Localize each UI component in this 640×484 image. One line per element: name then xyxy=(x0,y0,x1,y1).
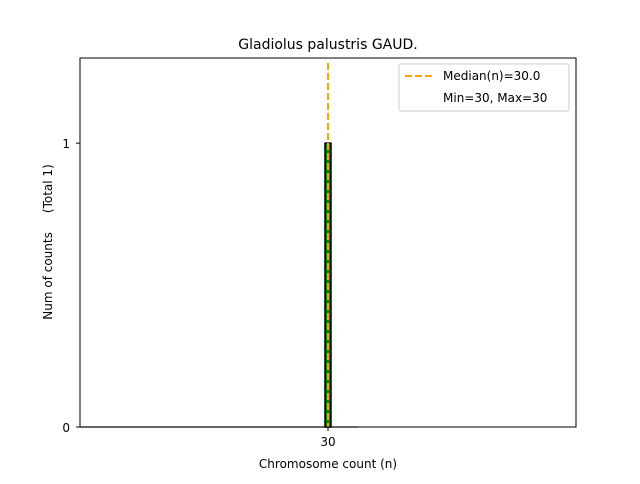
y-axis-label: Num of counts (Total 1) xyxy=(41,164,55,319)
x-axis-label: Chromosome count (n) xyxy=(259,457,397,471)
y-tick-label: 0 xyxy=(62,421,70,435)
y-tick-label: 1 xyxy=(62,137,70,151)
legend-box xyxy=(398,63,570,112)
legend-median-label: Median(n)=30.0 xyxy=(443,69,540,83)
legend: Median(n)=30.0 Min=30, Max=30 xyxy=(398,63,570,112)
x-tick-label: 30 xyxy=(320,435,335,449)
legend-minmax-label: Min=30, Max=30 xyxy=(443,91,547,105)
axes-frame xyxy=(79,57,577,428)
chart-title: Gladiolus palustris GAUD. xyxy=(238,37,417,53)
